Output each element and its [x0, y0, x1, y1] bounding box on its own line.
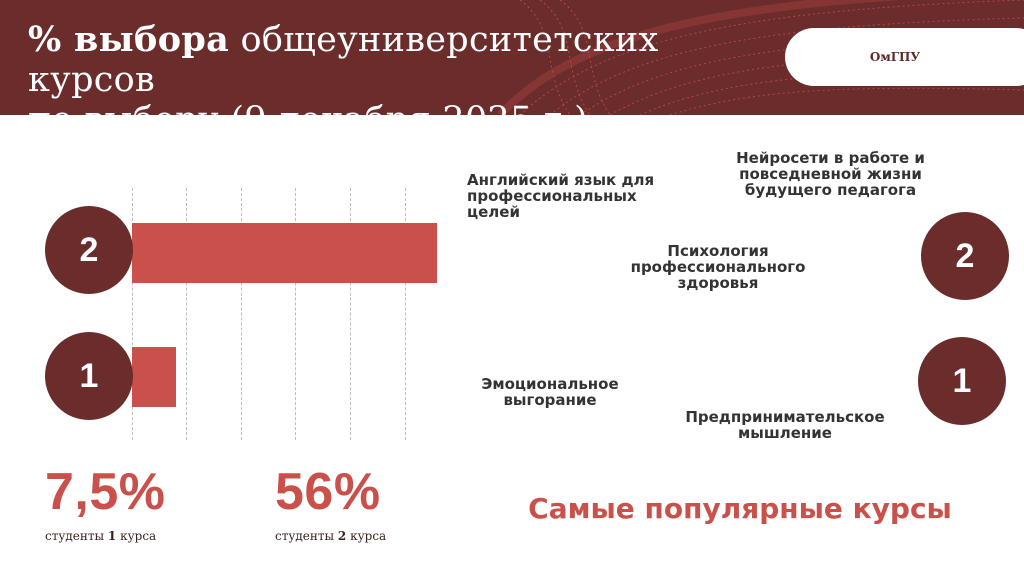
stat-label-text: курса: [346, 529, 387, 543]
header-banner: % выбора общеуниверситетских курсов по в…: [0, 0, 1024, 115]
course-psychology: Психология профессионального здоровья: [630, 242, 806, 292]
badge-course-2: 2: [921, 212, 1009, 300]
bar-course-2: [132, 223, 437, 283]
bar-chart: 2 1: [0, 180, 460, 450]
stat-value-course-2: 56%: [275, 463, 381, 521]
popular-courses-heading: Самые популярные курсы: [528, 492, 952, 525]
gridline: [132, 188, 133, 440]
stat-label-number: 2: [337, 529, 347, 543]
stat-label-text: студенты: [275, 529, 338, 543]
badge-course-1: 1: [918, 337, 1006, 425]
title-bold-part: % выбора: [28, 19, 230, 60]
stat-label-text: курса: [116, 529, 157, 543]
stat-label-course-2: студенты 2 курса: [275, 529, 386, 543]
gridline: [241, 188, 242, 440]
title-line2: по выбору (9 декабря 2025 г.): [28, 100, 588, 115]
stat-label-course-1: студенты 1 курса: [45, 529, 156, 543]
gridline: [295, 188, 296, 440]
stat-label-number: 1: [107, 529, 117, 543]
label-circle-course-2: 2: [45, 206, 133, 294]
course-entrepreneurship: Предпринимательское мышление: [685, 408, 885, 442]
stat-value-course-1: 7,5%: [45, 463, 166, 521]
course-burnout: Эмоциональное выгорание: [481, 375, 619, 409]
gridline: [350, 188, 351, 440]
course-neural-networks: Нейросети в работе и повседневной жизни …: [736, 149, 925, 199]
decorative-wave-pattern: [497, 0, 1024, 115]
logo-text: ОмГПУ: [869, 50, 921, 64]
label-circle-course-1: 1: [45, 332, 133, 420]
gridline: [186, 188, 187, 440]
gridline: [405, 188, 406, 440]
title-line1-rest: общеуниверситетских курсов: [28, 20, 659, 100]
course-english: Английский язык для профессиональных цел…: [467, 171, 655, 221]
stat-label-text: студенты: [45, 529, 108, 543]
logo-badge: ОмГПУ: [785, 28, 1024, 86]
page-title: % выбора общеуниверситетских курсов по в…: [28, 19, 768, 116]
bar-course-1: [132, 347, 176, 407]
